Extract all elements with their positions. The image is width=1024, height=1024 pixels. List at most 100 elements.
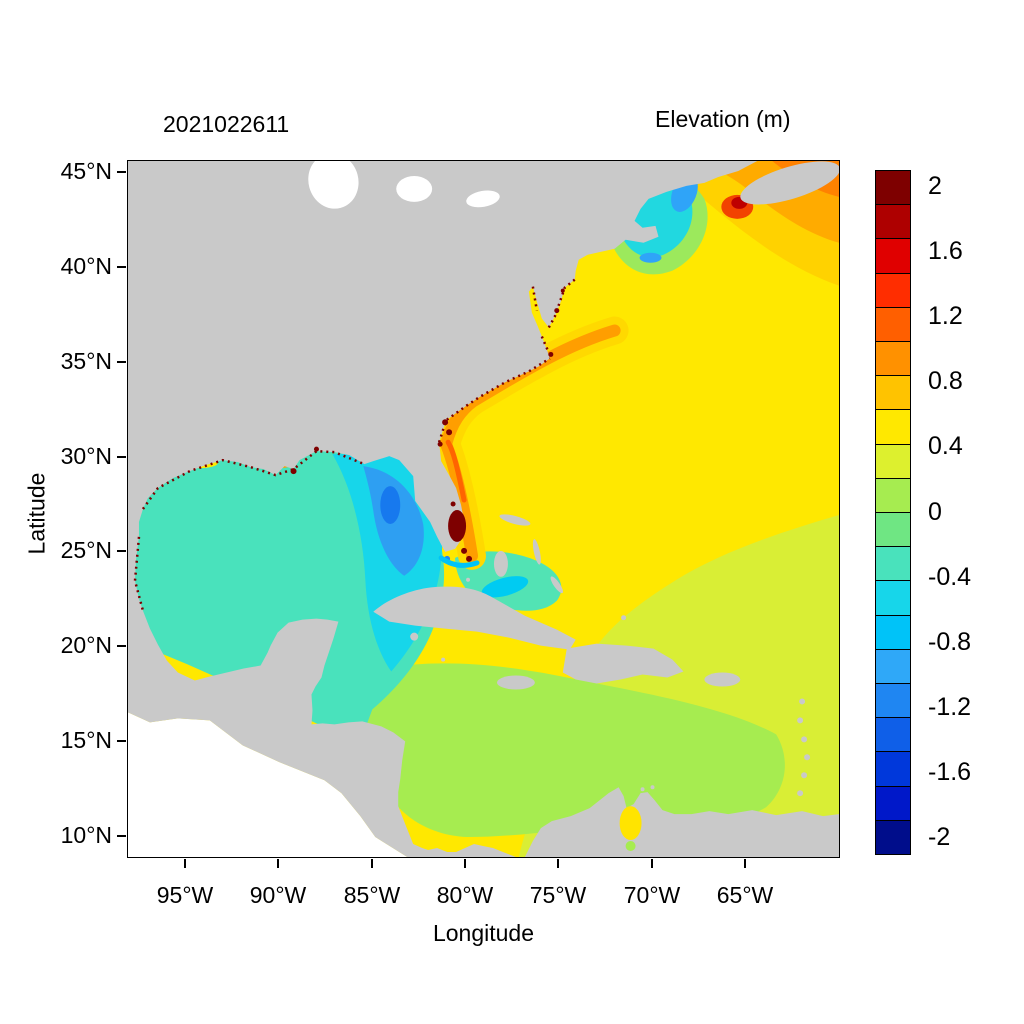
shelf-blue-core <box>380 486 401 524</box>
colorbar-cell <box>876 444 910 479</box>
isla-juventud-island <box>410 632 419 641</box>
colorbar-cell <box>876 581 910 616</box>
colorbar-cell <box>876 615 910 650</box>
lake-ontario <box>466 190 500 208</box>
colorbar-cell <box>876 376 910 411</box>
x-tick-label: 80°W <box>436 882 494 908</box>
colorbar-tick-label: -0.8 <box>928 627 972 656</box>
map-panel <box>127 160 840 858</box>
y-tick-mark <box>117 266 126 268</box>
colorbar-cell <box>876 478 910 514</box>
colorbar-tick-label: -1.2 <box>928 692 972 721</box>
coastal-speckles <box>133 278 576 612</box>
y-tick-label: 20°N <box>60 632 112 658</box>
coastal-red-speck <box>554 308 560 314</box>
coastal-red-speck <box>446 429 453 436</box>
lesser-antilles-island <box>799 698 806 705</box>
coastal-red-dots <box>290 288 565 475</box>
colorbar-tick-label: 0.8 <box>928 367 963 396</box>
colorbar-cell <box>876 513 910 548</box>
y-tick-mark <box>117 171 126 173</box>
puerto-rico-island <box>704 672 741 687</box>
aruba-island <box>650 785 655 790</box>
x-tick-mark <box>464 859 466 868</box>
y-tick-mark <box>117 456 126 458</box>
y-tick-mark <box>117 835 126 837</box>
lesser-antilles-island <box>797 717 804 724</box>
andros-island <box>493 550 508 577</box>
curacao-island <box>640 787 645 792</box>
land <box>128 161 839 857</box>
x-tick-mark <box>557 859 559 868</box>
colorbar-cell <box>876 205 910 240</box>
coastal-red-speck <box>313 446 319 452</box>
caribbean-water <box>355 663 785 838</box>
colorbar-cell <box>876 684 910 719</box>
colorbar-cell <box>876 239 910 274</box>
elevation-map <box>128 161 839 857</box>
gulf-coast-speckles <box>141 449 365 510</box>
y-tick-mark <box>117 645 126 647</box>
lake-maracaibo <box>619 806 642 852</box>
florida-keys-cyan <box>438 555 480 568</box>
chesapeake-speckles <box>531 278 576 351</box>
long-island-bahamas <box>550 576 564 594</box>
jamaica-island <box>496 675 535 690</box>
y-tick-label: 25°N <box>60 537 112 563</box>
maracaibo-yellow <box>619 806 642 841</box>
coastal-red-speck <box>442 419 449 426</box>
x-tick-mark <box>277 859 279 868</box>
colorbar-tick-label: 0.4 <box>928 432 963 461</box>
lesser-antilles-island <box>804 754 811 761</box>
eleuthera-island <box>532 539 541 565</box>
x-tick-label: 70°W <box>623 882 681 908</box>
colorbar-cell <box>876 171 910 206</box>
colorbar-cell <box>876 547 910 582</box>
colorbar-tick-label: 2 <box>928 172 942 201</box>
coastal-red-speck <box>466 555 473 562</box>
y-tick-label: 10°N <box>60 822 112 848</box>
colorbar-cell <box>876 410 910 445</box>
y-tick-label: 30°N <box>60 443 112 469</box>
maracaibo-green <box>625 841 636 852</box>
x-tick-label: 65°W <box>716 882 774 908</box>
okeechobee-dark-red <box>448 509 467 542</box>
colorbar-title: Elevation (m) <box>655 106 791 132</box>
colorbar-tick-label: -1.6 <box>928 757 972 786</box>
x-tick-label: 95°W <box>156 882 214 908</box>
straits-cyan-swirl <box>481 576 529 598</box>
coastal-red-speck <box>560 288 565 293</box>
lesser-antilles-island <box>797 790 804 797</box>
x-tick-mark <box>371 859 373 868</box>
y-tick-label: 35°N <box>60 348 112 374</box>
grand-bahama-island <box>499 514 531 526</box>
colorbar-cell <box>876 820 910 855</box>
cuba-island <box>373 586 576 650</box>
colorbar-tick-label: 1.2 <box>928 302 963 331</box>
colorbar-cell <box>876 752 910 787</box>
great-lakes <box>308 161 500 209</box>
colorbar <box>875 170 911 855</box>
hispaniola-island <box>562 643 684 684</box>
colorbar-tick-label: -2 <box>928 822 951 851</box>
lake-erie <box>396 175 433 202</box>
x-tick-mark <box>651 859 653 868</box>
x-axis-label: Longitude <box>432 920 535 946</box>
lake-huron <box>308 161 359 209</box>
x-tick-label: 85°W <box>343 882 401 908</box>
colorbar-cell <box>876 307 910 343</box>
lesser-antilles-island <box>801 772 808 779</box>
south-america-land <box>524 787 839 857</box>
x-tick-mark <box>184 859 186 868</box>
pacific-outside-domain <box>128 712 408 857</box>
y-tick-mark <box>117 361 126 363</box>
y-tick-mark <box>117 550 126 552</box>
x-tick-label: 90°W <box>249 882 307 908</box>
colorbar-tick-label: 1.6 <box>928 237 963 266</box>
colorbar-tick-label: 0 <box>928 497 942 526</box>
north-central-america-land <box>128 161 758 857</box>
turks-island <box>621 615 627 621</box>
y-tick-label: 45°N <box>60 158 112 184</box>
colorbar-cell <box>876 342 910 377</box>
